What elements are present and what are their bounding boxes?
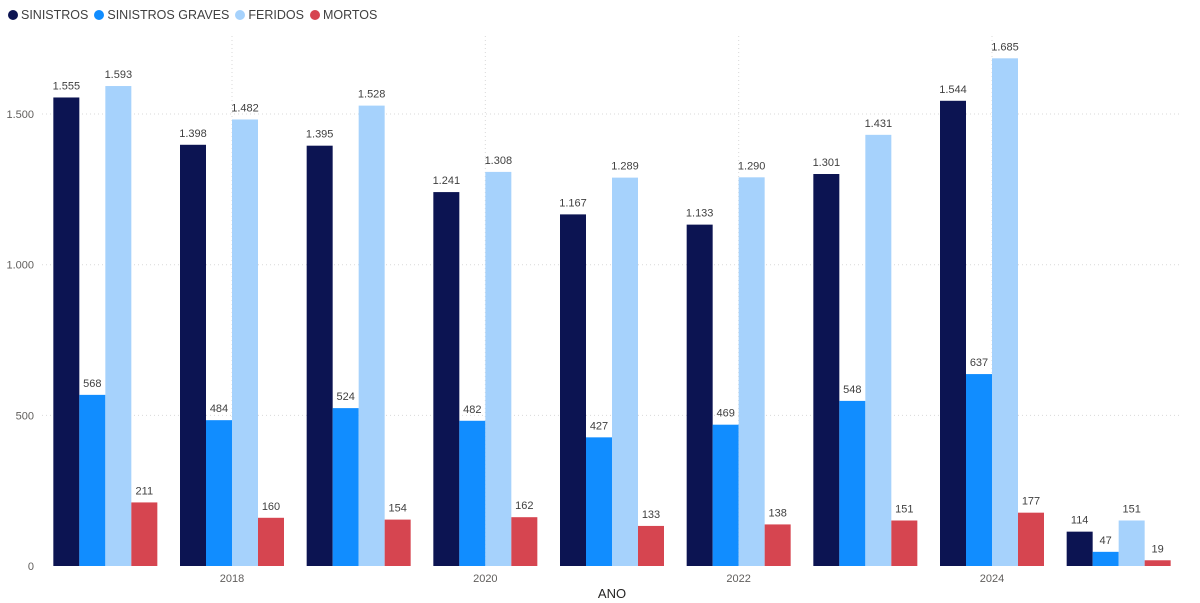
data-label: 1.555 [53,80,81,92]
data-label: 162 [515,500,533,512]
data-label: 1.289 [611,161,639,173]
data-label: 133 [642,509,660,521]
legend-swatch-sinistros-graves [94,10,105,20]
data-label: 138 [768,507,786,519]
legend-label-sinistros: SINISTROS [21,8,89,22]
x-tick-label: 2022 [726,573,750,585]
legend-swatch-sinistros [8,10,18,20]
bar-mortos[interactable] [1018,512,1044,566]
data-label: 1.133 [686,208,714,220]
data-label: 1.167 [559,197,587,209]
chart-legend: SINISTROS SINISTROS GRAVES FERIDOS MORTO… [8,6,383,24]
bar-sinistros-graves[interactable] [839,400,866,566]
data-label: 1.482 [231,102,259,114]
data-label: 1.398 [179,128,207,140]
bar-feridos[interactable] [612,177,638,566]
bar-sinistros[interactable] [433,192,460,566]
bar-mortos[interactable] [131,502,158,566]
data-label: 1.528 [358,89,386,101]
data-label: 1.290 [738,160,766,172]
bar-sinistros[interactable] [306,145,333,566]
data-label: 114 [1071,515,1089,527]
data-label: 568 [83,378,101,390]
bar-sinistros-graves[interactable] [1092,551,1119,566]
data-label: 19 [1152,543,1164,555]
data-label: 469 [716,408,734,420]
data-label: 524 [336,391,354,403]
bar-mortos[interactable] [638,525,664,566]
bar-mortos[interactable] [764,524,791,566]
legend-swatch-mortos [309,10,320,20]
bar-sinistros-graves[interactable] [712,424,739,566]
bar-sinistros-graves[interactable] [966,374,992,566]
bar-feridos[interactable] [1118,520,1145,566]
data-label: 427 [590,420,608,432]
data-label: 151 [895,504,913,516]
y-tick-label: 0 [28,561,34,573]
data-label: 1.431 [865,118,893,130]
y-tick-label: 500 [16,410,34,422]
bar-feridos[interactable] [232,119,258,567]
legend-item-sinistros-graves[interactable]: SINISTROS GRAVES [94,8,229,22]
legend-item-sinistros[interactable]: SINISTROS [8,8,88,22]
legend-label-mortos: MORTOS [322,8,378,22]
bar-sinistros-graves[interactable] [586,437,612,566]
data-label: 1.241 [433,175,461,187]
bar-feridos[interactable] [485,171,512,566]
bar-mortos[interactable] [258,517,284,566]
data-label: 1.685 [991,41,1019,53]
y-tick-label: 1.500 [6,109,34,121]
legend-item-feridos[interactable]: FERIDOS [235,8,304,22]
bar-sinistros[interactable] [560,214,586,566]
data-label: 160 [262,501,280,513]
bar-sinistros-graves[interactable] [206,420,232,566]
y-tick-label: 1.000 [6,260,34,272]
data-label: 211 [136,485,154,497]
bar-feridos[interactable] [865,134,892,566]
x-tick-label: 2018 [220,573,244,585]
bar-sinistros[interactable] [180,144,206,566]
bar-sinistros[interactable] [686,224,713,566]
x-tick-label: 2020 [473,573,497,585]
bar-feridos[interactable] [358,105,385,567]
data-label: 177 [1022,496,1040,508]
bar-sinistros-graves[interactable] [332,408,359,566]
data-label: 1.544 [939,84,967,96]
data-label: 637 [970,357,988,369]
bar-sinistros[interactable] [940,100,966,567]
bar-mortos[interactable] [384,519,411,566]
bar-sinistros-graves[interactable] [79,394,106,566]
bar-mortos[interactable] [511,517,538,566]
bar-mortos[interactable] [891,520,918,566]
bar-feridos[interactable] [992,58,1018,566]
data-label: 484 [210,403,228,415]
data-label: 1.593 [105,69,133,81]
x-tick-label: 2024 [980,573,1004,585]
bar-sinistros[interactable] [1066,531,1093,566]
data-label: 1.308 [485,155,513,167]
data-label: 548 [843,384,861,396]
legend-swatch-feridos [235,10,246,20]
data-label: 1.395 [306,129,334,141]
bar-sinistros-graves[interactable] [459,420,486,566]
legend-label-feridos: FERIDOS [248,8,304,22]
bar-sinistros[interactable] [813,174,840,566]
bar-mortos[interactable] [1144,560,1171,566]
data-label: 482 [463,404,481,416]
legend-label-sinistros-graves: SINISTROS GRAVES [107,8,230,22]
legend-item-mortos[interactable]: MORTOS [309,8,378,22]
bar-sinistros[interactable] [53,97,80,566]
bar-feridos[interactable] [738,177,765,566]
data-label: 154 [388,503,406,515]
bar-feridos[interactable] [105,86,132,566]
data-label: 47 [1100,535,1112,547]
x-axis-title: ANO [598,586,626,601]
data-label: 151 [1122,504,1140,516]
data-label: 1.301 [813,157,841,169]
